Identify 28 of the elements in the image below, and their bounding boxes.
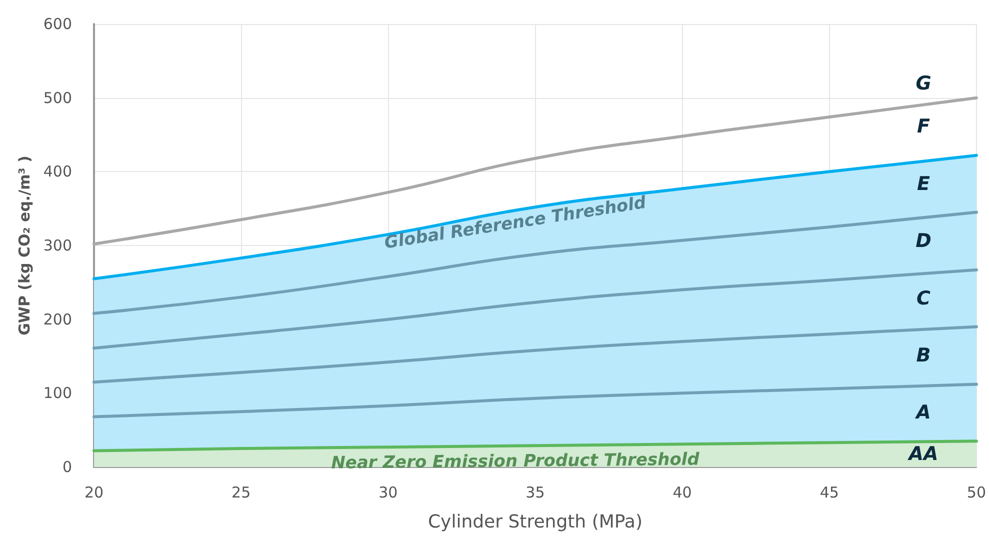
annotation: AA <box>906 443 938 466</box>
y-tick-label: 400 <box>43 162 72 181</box>
y-tick-label: 200 <box>43 310 72 328</box>
annotation: G <box>916 72 932 94</box>
x-axis-title: Cylinder Strength (MPa) <box>428 512 642 532</box>
y-axis-title: GWP (kg CO₂ eq./m³ ) <box>16 156 34 336</box>
annotation: B <box>916 344 931 367</box>
annotation: F <box>917 116 930 138</box>
y-tick-label: 300 <box>43 236 72 254</box>
annotation: D <box>916 230 932 252</box>
line-series <box>92 382 978 418</box>
x-tick-label: 35 <box>526 484 545 502</box>
annotation: A <box>914 402 931 424</box>
series-label: Global Reference Threshold <box>383 192 648 254</box>
x-tick-label: 20 <box>84 484 104 502</box>
annotation: E <box>917 172 930 195</box>
x-tick-label: 30 <box>378 484 398 502</box>
y-tick-label: 500 <box>43 88 72 107</box>
line-series <box>92 325 978 384</box>
annotation: C <box>916 287 931 310</box>
x-tick-label: 25 <box>232 484 251 502</box>
x-tick-label: 40 <box>672 484 692 502</box>
x-tick-label: 50 <box>966 484 986 502</box>
x-tick-label: 45 <box>820 484 839 502</box>
y-tick-label: 100 <box>43 384 72 402</box>
y-tick-label: 0 <box>62 458 72 476</box>
y-tick-label: 600 <box>43 15 72 33</box>
line-series <box>92 96 978 246</box>
